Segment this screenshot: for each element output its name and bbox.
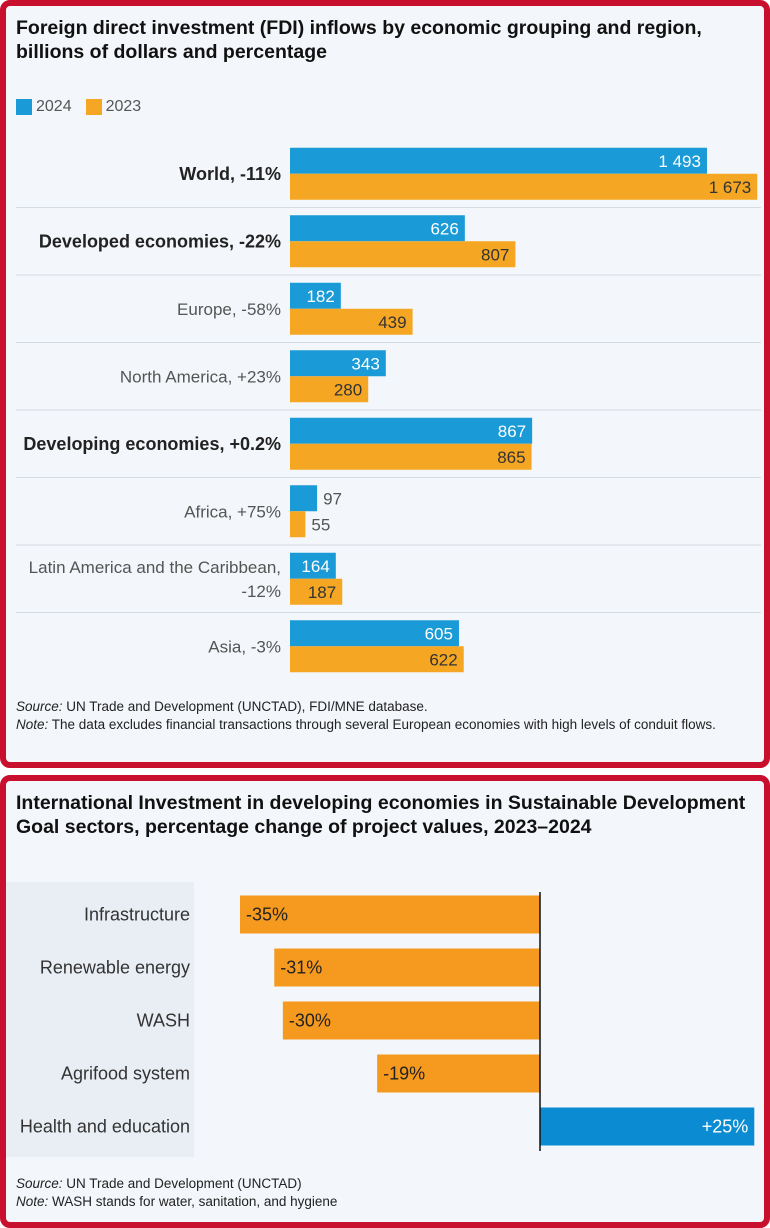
bar-2024-north-america-23 [290,350,386,377]
data-label-2024-africa-75: 97 [323,489,342,508]
data-label-2023-latin-america-and-the-caribbean-12: 187 [308,583,336,602]
sdg-category-agrifood-system: Agrifood system [61,1064,190,1084]
fdi-legend: 2024 2023 [16,98,155,116]
legend-item-2024: 2024 [16,98,72,116]
bar-2024-europe-58 [290,282,341,309]
data-label-2023-north-america-23: 280 [334,380,362,399]
category-label-latin-america-and-the-caribbean-12: Latin America and the Caribbean, -12% [29,558,281,601]
fdi-note: Note: The data excludes financial transa… [16,717,716,732]
legend-swatch-2024 [16,99,32,115]
sdg-bar-wash [282,1001,540,1040]
bar-2023-asia-3 [290,646,464,673]
bar-2024-africa-75 [290,485,318,512]
sdg-source: Source: UN Trade and Development (UNCTAD… [16,1176,302,1191]
data-label-2023-europe-58: 439 [378,313,406,332]
data-label-2024-north-america-23: 343 [351,354,379,373]
sdg-label-column [6,882,194,1157]
bar-2023-developing-economies-0-2 [290,443,532,470]
data-label-2024-world-11: 1 493 [658,152,701,171]
sdg-chart-title: International Investment in developing e… [16,792,746,838]
sdg-data-label-health-and-education: +25% [702,1117,749,1137]
sdg-bar-health-and-education [540,1107,755,1146]
legend-swatch-2023 [85,99,102,115]
bar-2023-africa-75 [290,511,306,538]
sdg-data-label-infrastructure: -35% [246,905,288,925]
sdg-category-health-and-education: Health and education [20,1117,190,1137]
sdg-category-renewable-energy: Renewable energy [40,958,190,978]
bar-2023-latin-america-and-the-caribbean-12 [290,578,343,605]
bar-2023-north-america-23 [290,376,369,403]
category-label-developed-economies-22: Developed economies, -22% [39,231,281,251]
bar-2024-developed-economies-22 [290,215,465,242]
sdg-category-wash: WASH [137,1011,190,1031]
data-label-2023-africa-75: 55 [311,515,330,534]
sdg-panel: International Investment in developing e… [0,775,770,1228]
sdg-category-infrastructure: Infrastructure [84,905,190,925]
fdi-notes: Source: UN Trade and Development (UNCTAD… [16,698,756,734]
category-label-europe-58: Europe, -58% [177,300,281,319]
sdg-bar-agrifood-system [377,1054,540,1093]
sdg-notes: Source: UN Trade and Development (UNCTAD… [16,1175,756,1211]
bar-2024-latin-america-and-the-caribbean-12 [290,552,336,579]
fdi-panel: Foreign direct investment (FDI) inflows … [0,0,770,768]
fdi-bar-chart: World, -11% 1 493 1 673 Developed economies… [16,140,761,680]
bar-2024-asia-3 [290,620,459,647]
sdg-data-label-wash: -30% [289,1011,331,1031]
category-label-africa-75: Africa, +75% [184,502,281,521]
data-label-2024-latin-america-and-the-caribbean-12: 164 [301,557,329,576]
fdi-source: Source: UN Trade and Development (UNCTAD… [16,699,428,714]
category-label-asia-3: Asia, -3% [208,637,281,656]
data-label-2024-europe-58: 182 [306,287,334,306]
category-label-north-america-23: North America, +23% [120,367,281,386]
legend-item-2023: 2023 [85,98,142,116]
data-label-2024-developing-economies-0-2: 867 [498,422,526,441]
sdg-note: Note: WASH stands for water, sanitation,… [16,1194,338,1209]
sdg-data-label-agrifood-system: -19% [383,1064,425,1084]
data-label-2023-world-11: 1 673 [709,178,752,197]
sdg-bar-chart: Infrastructure -35% Renewable energy -31% WA… [6,882,755,1157]
data-label-2023-developed-economies-22: 807 [481,245,509,264]
fdi-chart-title: Foreign direct investment (FDI) inflows … [16,17,702,63]
bar-2023-europe-58 [290,308,413,335]
sdg-data-label-renewable-energy: -31% [280,958,322,978]
bar-2024-world-11 [290,147,707,174]
legend-label-2023: 2023 [105,98,142,115]
category-label-world-11: World, -11% [179,164,281,184]
category-label-developing-economies-0-2: Developing economies, +0.2% [23,434,281,454]
sdg-bar-renewable-energy [274,948,540,987]
legend-label-2024: 2024 [36,98,72,115]
data-label-2023-asia-3: 622 [429,650,457,669]
sdg-bar-infrastructure [240,895,540,934]
data-label-2024-asia-3: 605 [425,624,453,643]
bar-2023-developed-economies-22 [290,241,516,268]
data-label-2023-developing-economies-0-2: 865 [497,448,525,467]
data-label-2024-developed-economies-22: 626 [430,219,458,238]
bar-2023-world-11 [290,173,758,200]
bar-2024-developing-economies-0-2 [290,417,533,444]
